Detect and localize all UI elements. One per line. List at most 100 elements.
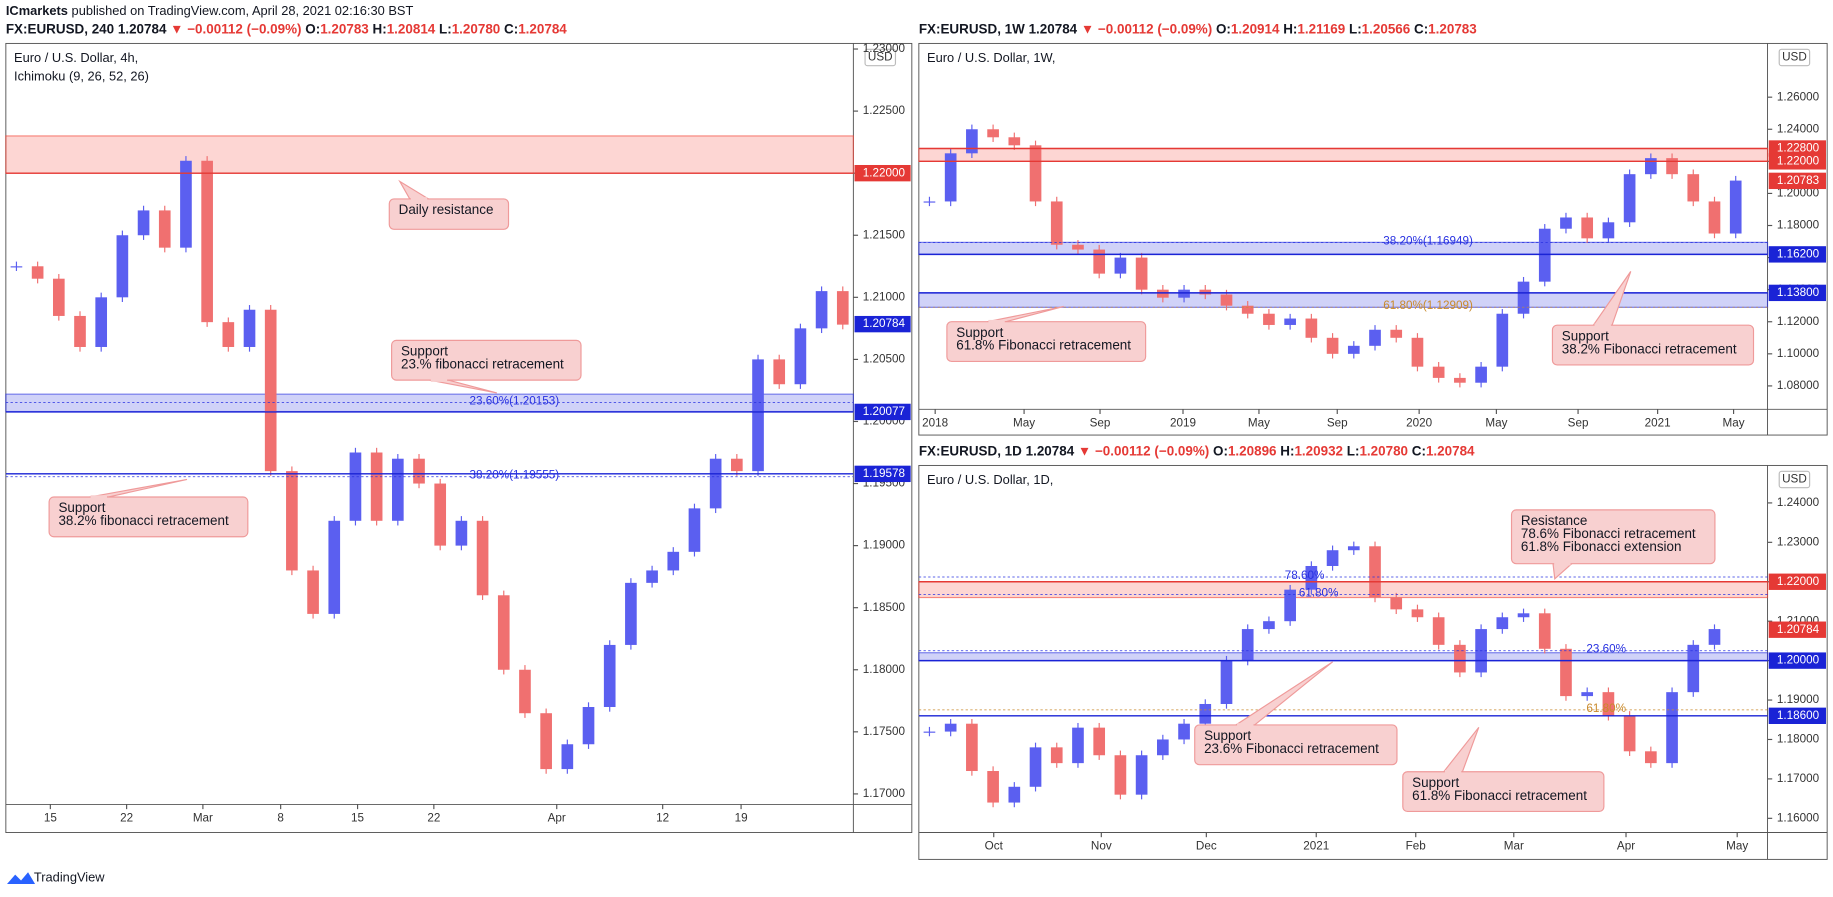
symbol: FX:EURUSD, 1W [919,21,1025,36]
candle [1390,597,1403,610]
change: ▼ −0.00112 (−0.09%) [1081,21,1212,36]
callout-seam [1444,769,1462,774]
price-label: 1.22000 [863,166,906,179]
candle [1708,629,1721,645]
candle [709,458,722,509]
candle [1347,345,1360,354]
indicator-label: Ichimoku (9, 26, 52, 26) [14,69,149,84]
candle [1454,644,1466,673]
candle [1157,739,1169,756]
candle [1241,305,1254,314]
candle [815,291,828,329]
x-tick-label: Sep [1090,416,1111,429]
callout-box [946,321,1147,362]
ohlc-label: H: [1280,443,1294,458]
candle [1623,715,1636,752]
candle [1284,589,1296,622]
y-tick-label: 1.10000 [1777,347,1820,360]
candle [31,266,44,279]
currency-box [864,48,897,67]
fib-label: 23.60% [1586,643,1626,656]
fib-label: 23.60%(1.20153) [470,394,560,407]
callout-text: Support [401,344,448,359]
candle [1241,629,1254,661]
callout-text: 61.8% Fibonacci retracement [1412,788,1587,803]
fib-label: 78.60% [1285,569,1325,582]
zone [918,292,1769,308]
candle [1666,692,1678,764]
candle [264,309,277,472]
candle [1369,329,1381,346]
x-tick-label: Mar [1504,840,1524,853]
candle [667,551,680,571]
panel-frame [918,464,1828,860]
candle [540,713,552,770]
candle [582,707,595,745]
zone [5,135,854,174]
candle [455,520,468,546]
callout-seam [988,319,1005,324]
callout-text: 78.6% Fibonacci retracement [1521,526,1696,541]
y-tick-label: 1.22500 [863,104,906,117]
x-tick-label: 22 [120,812,133,825]
candle [307,570,319,614]
price-label-bg [854,465,911,483]
candle [794,328,807,385]
candle [836,291,849,325]
candle [1708,201,1721,234]
publisher: ICmarkets [6,3,68,18]
callout-text: Support [1562,328,1609,343]
candle [1114,257,1127,274]
y-tick-label: 1.19000 [1777,693,1820,706]
last-price-label: 1.20783 [1777,174,1819,187]
fib-label: 61.80%(1.12909) [1383,299,1473,312]
candle [1687,644,1700,693]
ohlc-value: 1.20780 [1359,443,1408,458]
candle [243,309,256,347]
y-tick-label: 1.21000 [863,290,906,303]
x-tick-label: 15 [44,812,58,825]
candle [222,322,235,347]
candle [752,359,764,472]
y-tick-label: 1.26000 [1777,90,1820,103]
zone [918,241,1769,255]
x-tick-label: Dec [1196,840,1217,853]
candle [1538,613,1551,649]
ohlc-value: 1.20932 [1294,443,1343,458]
candle [987,129,999,138]
x-tick-label: Sep [1327,416,1348,429]
x-tick-label: Oct [985,840,1004,853]
price-label: 1.22000 [1777,154,1820,167]
candle [944,153,957,202]
currency-box [1778,470,1811,489]
callout-box [1551,324,1755,366]
callout-seam [430,378,448,382]
y-tick-label: 1.18500 [863,601,906,614]
candle [731,458,743,472]
candle [1008,137,1021,146]
ohlc-value: 1.20566 [1362,21,1411,36]
y-tick-label: 1.18000 [1777,733,1820,746]
callout-text: 61.8% Fibonacci retracement [956,338,1131,353]
ohlc-label: L: [1347,443,1360,458]
y-tick-label: 1.16000 [1777,811,1820,824]
last-value: 1.20784 [1029,21,1078,36]
candle [1729,180,1742,234]
x-tick-label: Apr [1617,840,1635,853]
ohlc-value: 1.21169 [1297,21,1345,36]
candle [1602,692,1615,716]
candle [95,297,108,347]
candle [1050,747,1063,764]
candle [1199,289,1212,295]
ohlc-label: O: [1216,21,1231,36]
candle [1454,377,1466,383]
ohlc-label: C: [504,21,518,36]
y-tick-label: 1.08000 [1777,379,1820,392]
callout-text: Support [1412,775,1459,790]
ohlc-label: H: [1283,21,1297,36]
candle [1093,249,1106,274]
last-price-bg [854,315,911,333]
x-tick-label: 2018 [922,416,948,429]
candle [1135,755,1148,795]
